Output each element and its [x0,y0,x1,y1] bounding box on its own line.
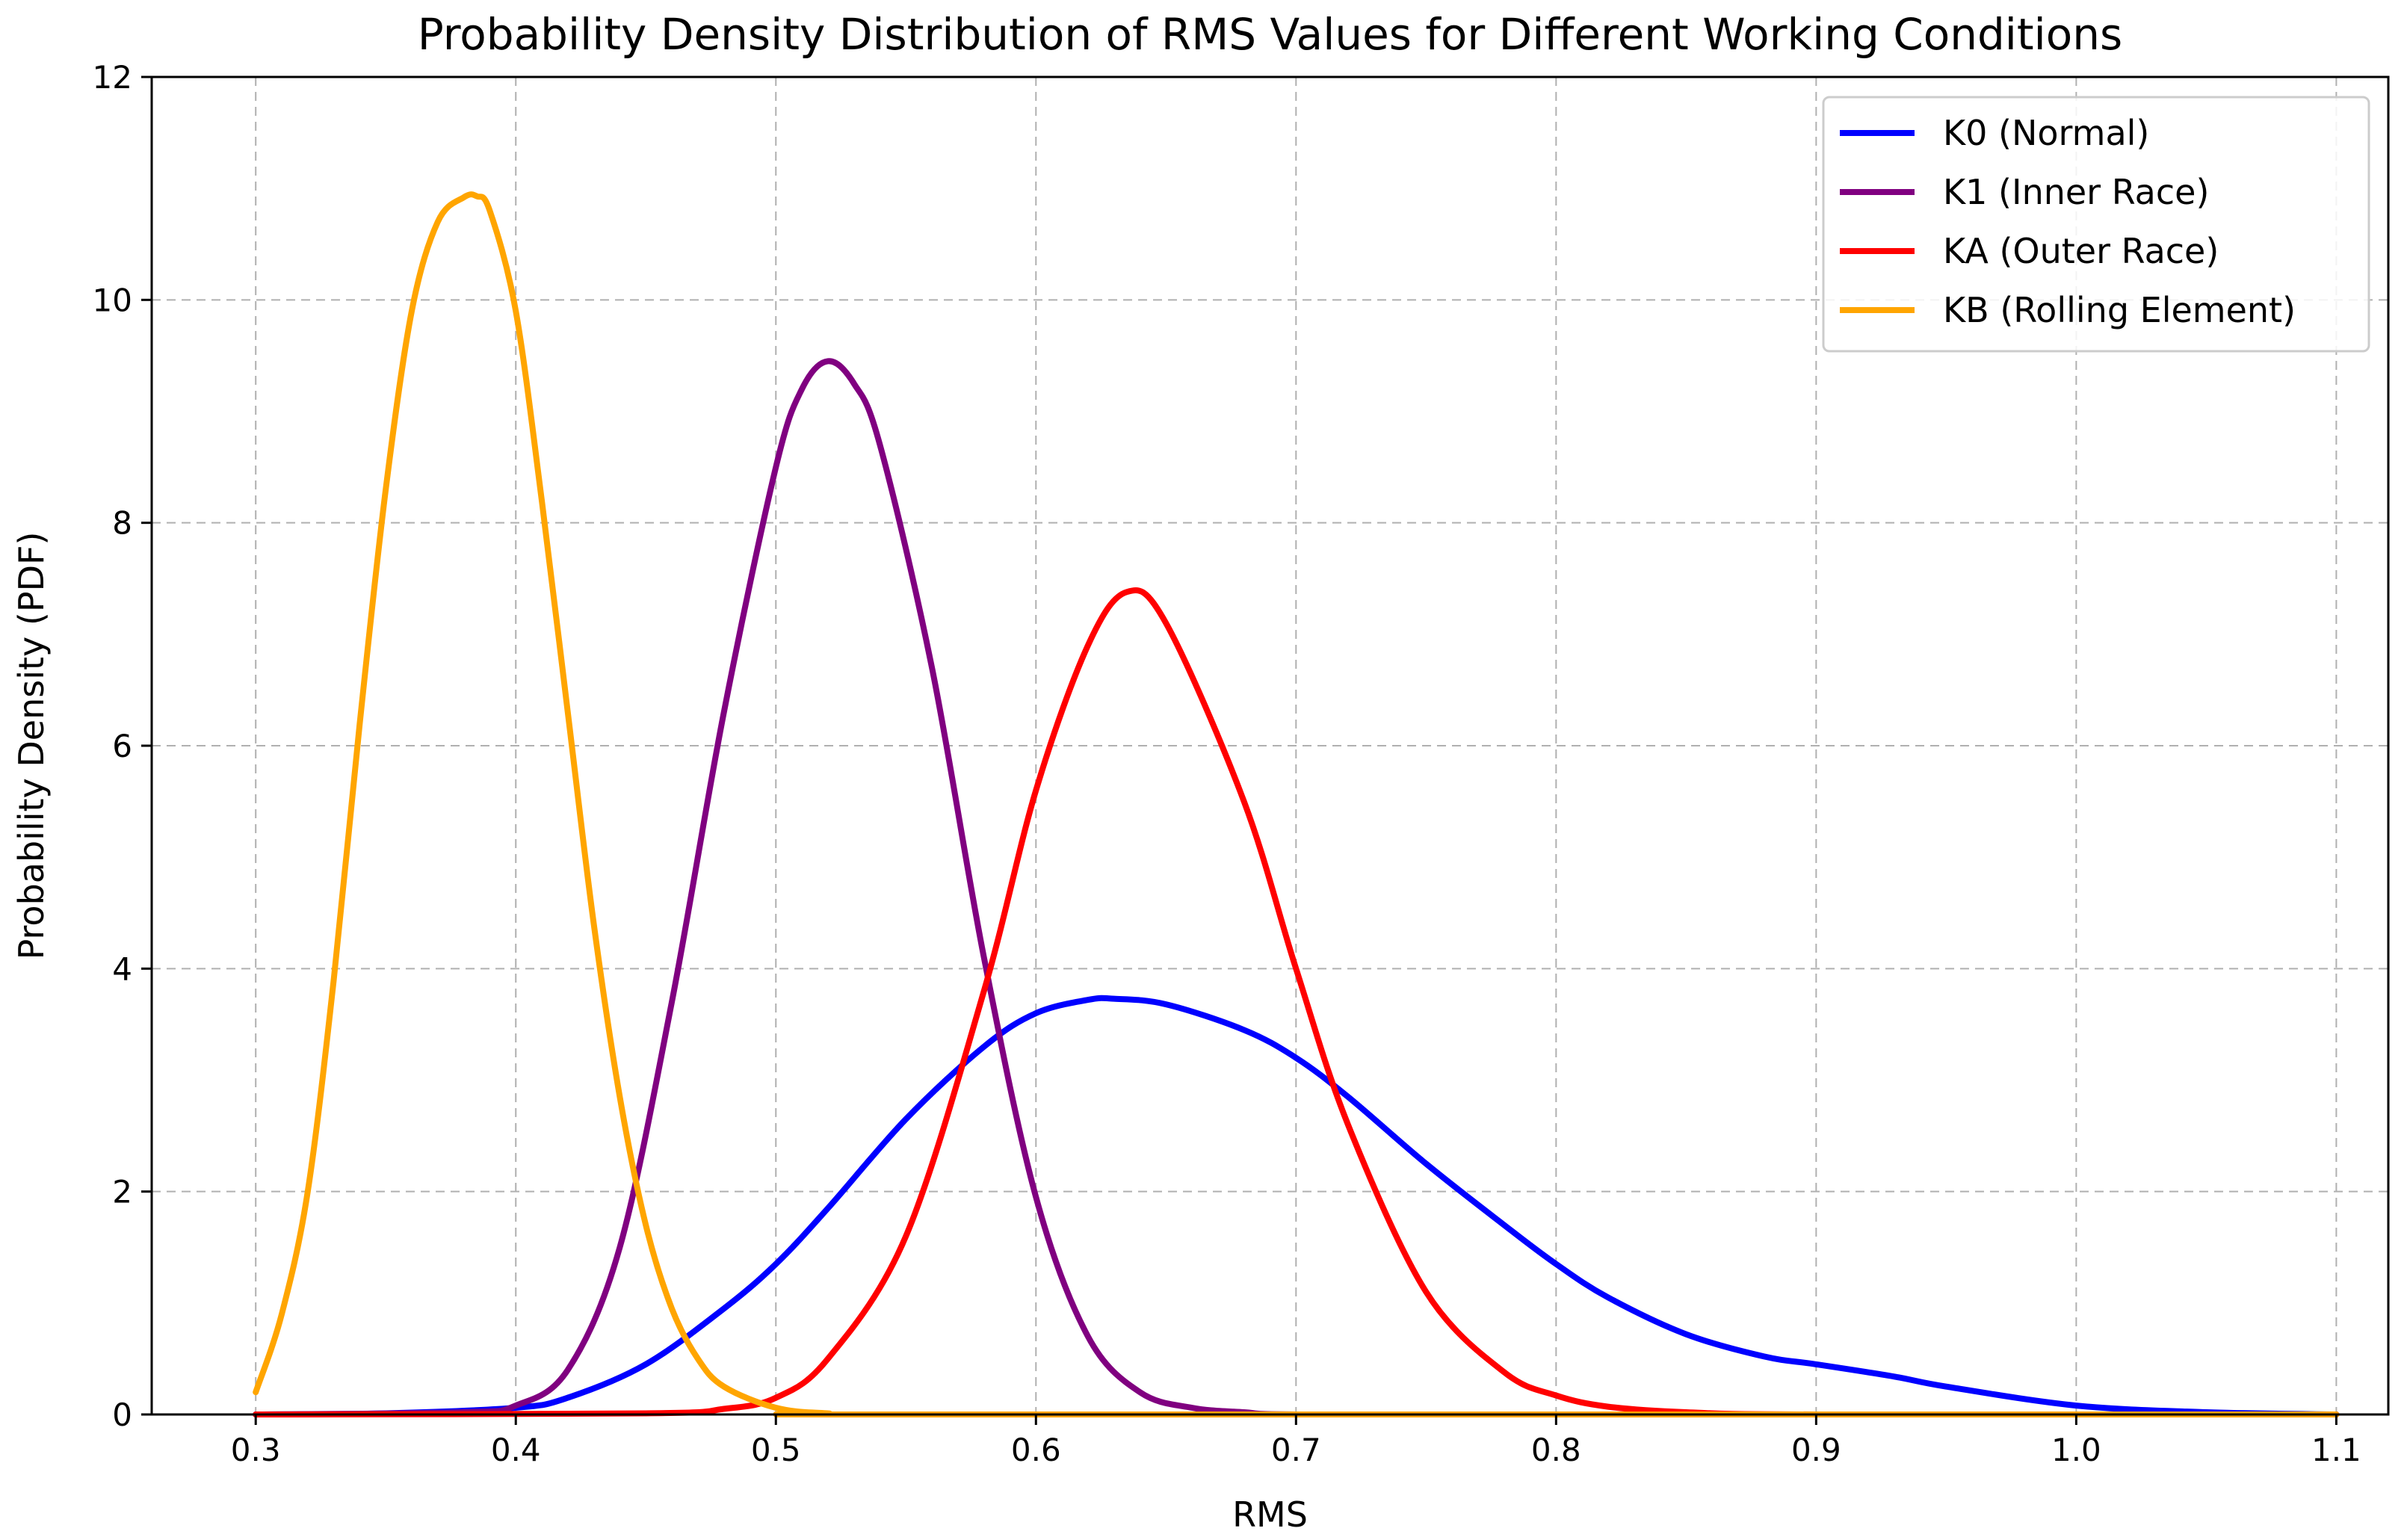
chart-title: Probability Density Distribution of RMS … [418,9,2122,60]
legend-label-k1-inner-race: K1 (Inner Race) [1943,172,2209,212]
x-tick-label: 1.0 [2051,1432,2101,1468]
series-line-ka-outer-race [253,587,2340,1418]
legend-label-kb-rolling-element: KB (Rolling Element) [1943,290,2296,330]
y-axis-label: Probability Density (PDF) [11,532,52,960]
y-tick-label: 10 [93,282,132,318]
x-tick-label: 0.6 [1011,1432,1061,1468]
legend-label-ka-outer-race: KA (Outer Race) [1943,231,2219,271]
y-tick-label: 0 [112,1397,132,1433]
series-line-k0-normal [253,995,2340,1417]
x-axis-label: RMS [1232,1494,1308,1535]
axis-ticks: 0.3 0.4 0.5 0.6 0.7 0.8 0.9 1.0 1.1 0 2 4 6 8 10 12 [93,59,2361,1468]
legend-label-k0-normal: K0 (Normal) [1943,113,2149,153]
x-tick-label: 0.4 [491,1432,541,1468]
y-tick-label: 4 [112,950,132,987]
x-tick-label: 0.9 [1791,1432,1841,1468]
x-tick-label: 0.7 [1271,1432,1321,1468]
x-tick-label: 0.3 [231,1432,281,1468]
y-tick-label: 8 [112,505,132,542]
y-tick-label: 2 [112,1174,132,1210]
x-tick-label: 0.8 [1531,1432,1581,1468]
x-tick-label: 0.5 [751,1432,801,1468]
y-tick-label: 12 [93,59,132,96]
x-tick-label: 1.1 [2311,1432,2361,1468]
legend-frame [1822,96,2370,353]
y-tick-label: 6 [112,728,132,764]
legend: K0 (Normal) K1 (Inner Race) KA (Outer Race… [1822,96,2370,353]
